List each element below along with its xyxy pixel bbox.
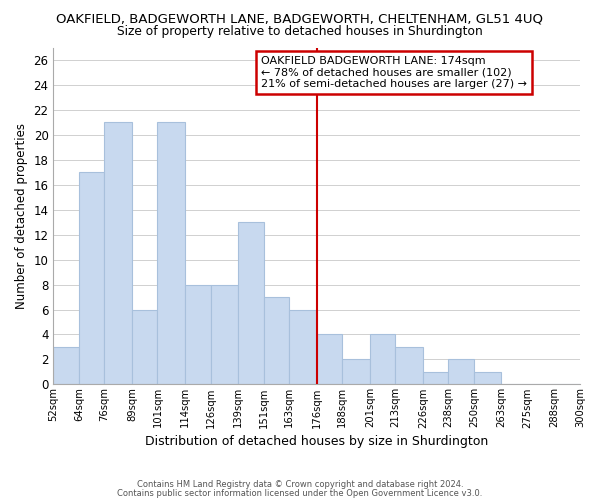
- Bar: [104, 122, 132, 384]
- Text: OAKFIELD, BADGEWORTH LANE, BADGEWORTH, CHELTENHAM, GL51 4UQ: OAKFIELD, BADGEWORTH LANE, BADGEWORTH, C…: [56, 12, 544, 26]
- Bar: [342, 360, 370, 384]
- Bar: [289, 310, 317, 384]
- Text: OAKFIELD BADGEWORTH LANE: 174sqm
← 78% of detached houses are smaller (102)
21% : OAKFIELD BADGEWORTH LANE: 174sqm ← 78% o…: [262, 56, 527, 89]
- Bar: [53, 347, 79, 385]
- Text: Size of property relative to detached houses in Shurdington: Size of property relative to detached ho…: [117, 25, 483, 38]
- Text: Contains HM Land Registry data © Crown copyright and database right 2024.: Contains HM Land Registry data © Crown c…: [137, 480, 463, 489]
- Bar: [448, 360, 474, 384]
- Bar: [185, 284, 211, 384]
- Text: Contains public sector information licensed under the Open Government Licence v3: Contains public sector information licen…: [118, 489, 482, 498]
- Bar: [211, 284, 238, 384]
- Bar: [423, 372, 448, 384]
- Bar: [370, 334, 395, 384]
- Bar: [132, 310, 157, 384]
- Bar: [317, 334, 342, 384]
- Bar: [238, 222, 263, 384]
- Bar: [157, 122, 185, 384]
- X-axis label: Distribution of detached houses by size in Shurdington: Distribution of detached houses by size …: [145, 434, 488, 448]
- Y-axis label: Number of detached properties: Number of detached properties: [15, 123, 28, 309]
- Bar: [79, 172, 104, 384]
- Bar: [474, 372, 502, 384]
- Bar: [263, 297, 289, 384]
- Bar: [395, 347, 423, 385]
